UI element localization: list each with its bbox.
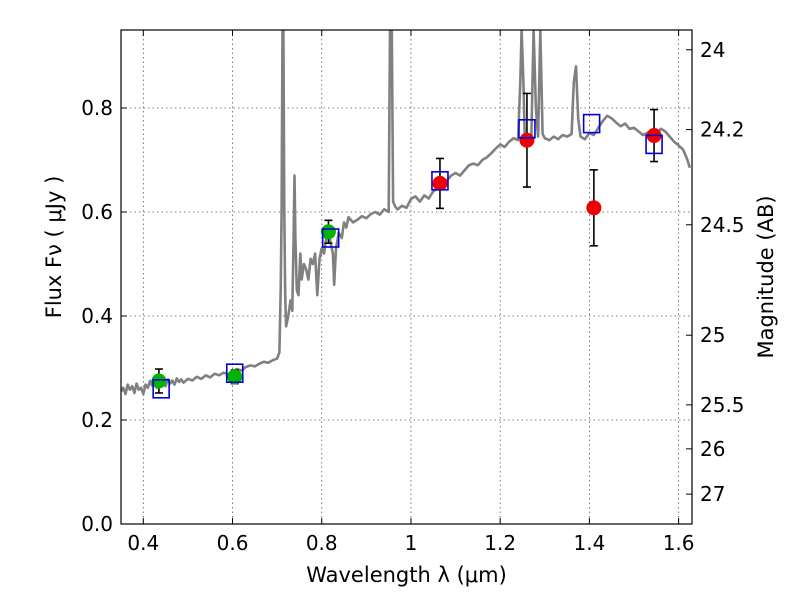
axis-ticks: 0.4 0.6 0.8 1 1.2 1.4 1.6 0.0 0.2 0.4 0.6 0.8 24 24.2… [81,30,745,555]
model-spectrum [121,30,692,396]
right-axis-label: Magnitude (AB) [754,195,778,358]
red-data-point [519,132,535,148]
x-tick-label: 1.2 [484,531,516,555]
red-data-point [432,175,448,191]
green-data-point [151,373,167,389]
x-axis-label: Wavelength λ (μm) [306,563,507,587]
green-data-point [227,369,243,385]
y-tick-label: 0.0 [81,512,113,536]
right-tick-label: 26 [700,437,725,461]
x-tick-label: 1 [405,531,418,555]
red-data-point [586,200,602,216]
x-tick-label: 0.4 [127,531,159,555]
model-photometry-box [645,134,663,155]
plot-frame [120,29,693,525]
x-tick-label: 0.6 [217,531,249,555]
data-points [151,92,663,399]
model-spectrum-line [121,30,692,396]
x-tick-label: 1.4 [573,531,605,555]
y-tick-label: 0.4 [81,304,113,328]
model-photometry-box [582,113,601,134]
right-tick-label: 24 [700,38,725,62]
right-tick-label: 24.2 [700,118,745,142]
model-photometry-box [152,378,170,399]
x-tick-label: 1.6 [663,531,695,555]
y-axis-label: Flux Fν ( μJy ) [42,176,66,319]
right-tick-label: 25.5 [700,393,745,417]
y-tick-label: 0.6 [81,200,113,224]
model-photometry-box [518,119,536,139]
model-photometry-box [321,228,340,248]
model-photometry-box [431,171,449,191]
model-photometry-box [225,363,244,384]
green-data-point [320,224,336,240]
right-tick-label: 27 [700,482,725,506]
x-tick-label: 0.8 [306,531,338,555]
right-tick-label: 24.5 [700,213,745,237]
y-tick-label: 0.8 [81,96,113,120]
right-tick-label: 25 [700,323,725,347]
y-tick-label: 0.2 [81,408,113,432]
